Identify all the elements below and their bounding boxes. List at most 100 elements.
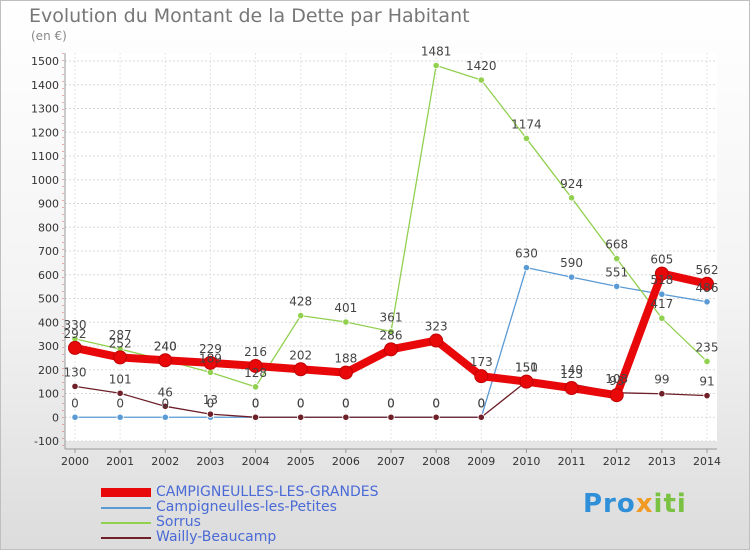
x-tick-label: 2008 (422, 455, 450, 468)
legend-label: CAMPIGNEULLES-LES-GRANDES (156, 484, 379, 500)
data-point (429, 333, 444, 348)
data-point (293, 362, 308, 377)
data-point (206, 368, 215, 376)
data-point (432, 413, 440, 421)
data-label: 13 (203, 393, 218, 407)
data-point (251, 383, 260, 391)
x-tick-label: 2014 (693, 455, 721, 468)
legend-swatch (101, 521, 151, 524)
y-tick-label: 1000 (31, 174, 59, 187)
data-point (338, 365, 353, 380)
data-label: 99 (654, 373, 669, 387)
data-label: 0 (297, 396, 305, 410)
data-label: 140 (560, 363, 583, 377)
data-label: 1481 (421, 45, 452, 59)
data-label: 229 (199, 342, 222, 356)
data-label: 0 (161, 396, 169, 410)
y-tick-label: 400 (38, 316, 59, 329)
data-point (158, 353, 173, 368)
y-tick-label: 1500 (31, 55, 59, 68)
data-point (703, 298, 711, 306)
legend-item: CAMPIGNEULLES-LES-GRANDES (101, 485, 378, 500)
data-label: 0 (342, 396, 350, 410)
data-point (474, 369, 489, 384)
data-label: 924 (560, 177, 583, 191)
data-label: 286 (380, 328, 403, 342)
y-tick-label: 800 (38, 221, 59, 234)
data-label: 202 (289, 348, 312, 362)
unit-label: (en €) (31, 29, 67, 43)
data-label: 128 (244, 366, 267, 380)
x-tick-label: 2012 (603, 455, 631, 468)
data-point (113, 350, 128, 365)
data-label: 0 (477, 396, 485, 410)
data-point (613, 282, 621, 290)
y-tick-label: 700 (38, 245, 59, 258)
data-label: 0 (71, 396, 79, 410)
data-label: 150 (515, 361, 538, 375)
data-label: 101 (109, 372, 132, 386)
x-tick-label: 2006 (332, 455, 360, 468)
data-point (71, 382, 79, 390)
y-tick-label: 1300 (31, 103, 59, 116)
x-tick-label: 2001 (106, 455, 134, 468)
data-point (203, 355, 218, 370)
data-label: 428 (289, 295, 312, 309)
y-tick-label: 600 (38, 269, 59, 282)
y-tick-label: 900 (38, 198, 59, 211)
data-point (522, 264, 531, 272)
data-label: 240 (154, 339, 177, 353)
data-point (567, 194, 576, 202)
data-label: 130 (64, 365, 87, 379)
x-tick-label: 2003 (196, 455, 224, 468)
x-tick-label: 2009 (467, 455, 495, 468)
y-tick-label: 500 (38, 293, 59, 306)
data-label: 417 (650, 297, 673, 311)
data-label: 189 (199, 351, 222, 365)
data-label: 323 (425, 320, 448, 334)
data-label: 0 (207, 396, 215, 410)
data-label: 240 (154, 339, 177, 353)
data-label: 173 (470, 355, 493, 369)
data-label: 0 (252, 396, 260, 410)
legend-swatch (101, 488, 151, 497)
data-label: 486 (696, 281, 719, 295)
y-tick-label: 1200 (31, 126, 59, 139)
data-label: 46 (158, 385, 173, 399)
data-point (564, 381, 579, 396)
data-label: 0 (387, 396, 395, 410)
data-label: 0 (342, 396, 350, 410)
data-point (703, 392, 711, 400)
x-tick-label: 2002 (151, 455, 179, 468)
data-label: 151 (515, 360, 538, 374)
legend-item: Wailly-Beaucamp (101, 530, 378, 545)
data-point (658, 314, 666, 322)
data-label: 361 (380, 311, 403, 325)
y-tick-label: -100 (34, 435, 59, 448)
data-label: 605 (650, 253, 673, 267)
data-point (116, 389, 124, 397)
data-label: 216 (244, 345, 267, 359)
data-label: 401 (334, 301, 357, 315)
x-tick-label: 2010 (512, 455, 540, 468)
data-label: 123 (560, 367, 583, 381)
data-label: 252 (109, 336, 132, 350)
data-label: 0 (252, 396, 260, 410)
legend-label: Sorrus (156, 514, 201, 530)
y-tick-label: 0 (52, 411, 59, 424)
data-point (342, 318, 350, 326)
data-point (297, 311, 305, 320)
legend-label: Campigneulles-les-Petites (156, 499, 337, 515)
data-point (384, 342, 398, 357)
data-point (658, 290, 666, 298)
data-point (658, 390, 666, 398)
data-label: 668 (605, 238, 628, 252)
data-point (613, 255, 621, 263)
y-tick-label: 1400 (31, 79, 59, 92)
data-label: 0 (387, 396, 395, 410)
chart-title: Evolution du Montant de la Dette par Hab… (29, 5, 470, 27)
x-tick-label: 2011 (558, 455, 586, 468)
data-label: 518 (650, 273, 673, 287)
